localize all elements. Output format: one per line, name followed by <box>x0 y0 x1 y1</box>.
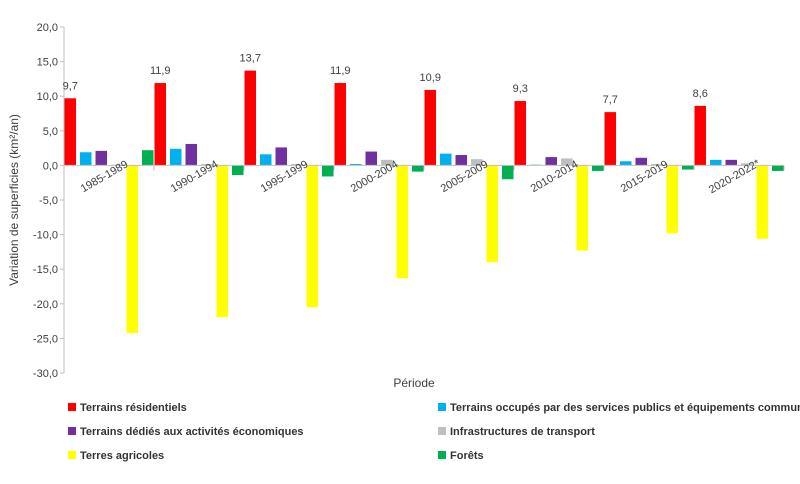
bar <box>350 164 362 166</box>
bar <box>244 70 256 166</box>
bar <box>424 89 436 166</box>
bar <box>412 165 424 172</box>
y-tick-label: 15,0 <box>37 57 58 69</box>
y-tick-label: 10,0 <box>37 91 58 103</box>
bar <box>80 152 92 166</box>
bars <box>64 70 784 333</box>
bar <box>334 83 346 166</box>
legend-swatch <box>68 427 76 435</box>
bar <box>545 157 557 166</box>
legend-label: Infrastructures de transport <box>450 426 595 438</box>
bar <box>604 112 616 166</box>
bar <box>126 165 138 333</box>
y-tick-label: -25,0 <box>33 333 58 345</box>
data-label: 7,7 <box>603 94 618 106</box>
bar <box>185 143 197 166</box>
bar <box>232 165 244 176</box>
bar <box>396 165 408 279</box>
data-label: 8,6 <box>693 88 708 100</box>
data-labels: 9,7 11,9 13,7 11,9 10,9 9,3 7,7 8,6 <box>63 53 708 107</box>
bar <box>576 165 588 251</box>
bar <box>216 165 228 317</box>
bar <box>502 165 514 180</box>
bar <box>322 165 334 177</box>
legend-swatch <box>438 451 446 459</box>
legend-label: Terrains résidentiels <box>80 402 187 414</box>
bar <box>756 165 768 239</box>
y-tick-label: -10,0 <box>33 230 58 242</box>
bar <box>291 164 303 166</box>
legend: Terrains résidentiels Terrains occupés pa… <box>68 402 800 462</box>
x-axis-title: Période <box>393 376 435 390</box>
y-tick-label: -15,0 <box>33 264 58 276</box>
legend-swatch <box>68 403 76 411</box>
bar <box>154 83 166 166</box>
legend-swatch <box>438 427 446 435</box>
bar <box>440 153 452 166</box>
bar <box>275 147 287 166</box>
legend-label: Terrains occupés par des services public… <box>450 402 800 414</box>
data-label: 10,9 <box>420 72 441 84</box>
y-tick-label: -5,0 <box>39 195 58 207</box>
y-axis: 20,0 15,0 10,0 5,0 0,0 -5,0 -10,0 -15,0 -20,0 -25… <box>33 22 65 380</box>
bar <box>561 158 573 166</box>
data-label: 11,9 <box>150 65 171 77</box>
y-tick-label: 5,0 <box>43 126 58 138</box>
bar <box>381 159 393 166</box>
bar <box>682 165 694 170</box>
bar <box>260 154 272 166</box>
bar <box>710 159 722 166</box>
y-tick-label: 0,0 <box>43 160 58 172</box>
legend-swatch <box>68 451 76 459</box>
y-tick-label: 20,0 <box>37 22 58 34</box>
bar <box>772 165 784 171</box>
bar <box>741 163 753 166</box>
bar <box>471 159 483 166</box>
data-label: 9,3 <box>513 83 528 95</box>
y-tick-label: -20,0 <box>33 299 58 311</box>
legend-swatch <box>438 403 446 411</box>
legend-label: Terrains dédiés aux activités économique… <box>80 426 304 438</box>
bar <box>455 155 467 166</box>
bar <box>306 165 318 308</box>
bar <box>486 165 498 263</box>
y-tick-label: -30,0 <box>33 368 58 380</box>
y-axis-title: Variation de superficies (km²/an) <box>7 114 21 286</box>
bar <box>365 151 377 166</box>
bar <box>635 157 647 166</box>
bar <box>514 101 526 166</box>
bar <box>64 98 76 166</box>
bar <box>694 105 706 166</box>
zero-axis-line <box>63 164 785 171</box>
bar <box>170 148 182 166</box>
bar <box>666 165 678 234</box>
data-label: 9,7 <box>63 80 78 92</box>
legend-label: Terres agricoles <box>80 450 164 462</box>
bar <box>592 165 604 171</box>
data-label: 11,9 <box>330 65 351 77</box>
bar <box>95 150 107 166</box>
bar <box>201 164 213 166</box>
bar <box>142 150 154 166</box>
bar <box>620 161 632 166</box>
bar <box>651 164 663 166</box>
legend-label: Forêts <box>450 450 484 462</box>
bar <box>725 159 737 166</box>
data-label: 13,7 <box>240 53 261 65</box>
